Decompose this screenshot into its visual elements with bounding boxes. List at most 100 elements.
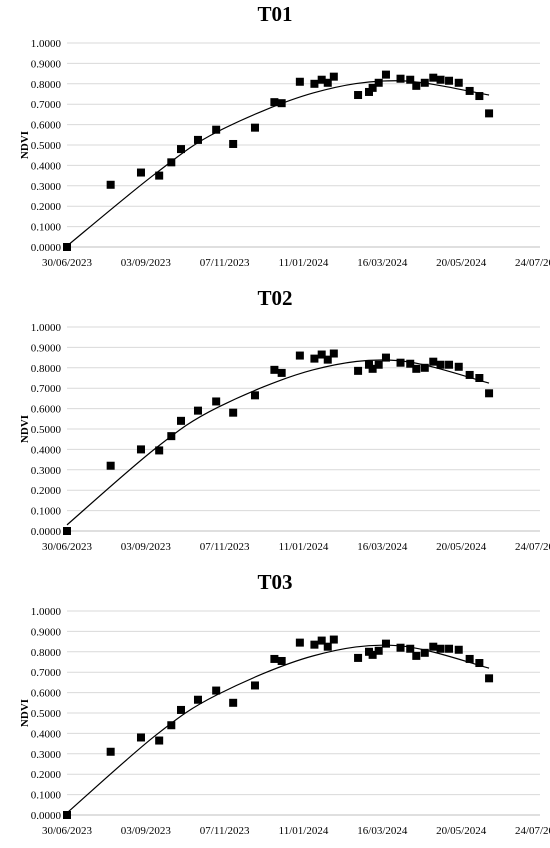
data-point [368,83,377,92]
data-point [106,180,115,189]
y-axis-label: NDVI [19,415,31,443]
chart-panel-t02: T02 0.0000 0.1000 0.2000 0.3000 0.4000 0.5000… [0,284,550,564]
y-tick-label: 1.0000 [31,606,62,618]
trendline [66,359,490,526]
y-tick-label: 0.5000 [31,140,62,152]
data-point [177,416,186,425]
data-point [485,109,494,118]
scatter-chart-t02: 0.0000 0.1000 0.2000 0.3000 0.4000 0.5000 0.60… [19,322,550,553]
data-point [485,674,494,683]
trendline [66,80,490,247]
data-point [475,659,484,668]
x-tick-label: 20/05/2024 [436,825,487,837]
data-point [412,651,421,660]
x-tick-label: 11/01/2024 [279,825,329,837]
data-point [445,360,454,369]
data-point [374,78,383,87]
data-point [412,81,421,90]
data-point [436,644,445,653]
data-point [445,644,454,653]
x-tick-label: 30/06/2023 [42,541,93,553]
data-point [212,686,221,695]
data-point [354,653,363,662]
data-point [429,357,438,366]
data-point [63,527,71,535]
data-point [177,705,186,714]
chart-title: T02 [257,286,293,310]
data-point [420,78,429,87]
y-tick-label: 0.9000 [31,58,62,70]
x-tick-label: 20/05/2024 [436,257,487,269]
y-tick-label: 0.1000 [31,222,62,234]
x-tick-label: 24/07/2024 [515,257,550,269]
y-tick-label: 0.9000 [31,626,62,638]
data-point [167,158,176,167]
data-point [277,656,286,665]
y-tick-label: 0.4000 [31,444,62,456]
data-point [270,98,279,107]
data-point [436,360,445,369]
data-point [429,73,438,82]
data-point [465,86,474,95]
y-tick-label: 0.8000 [31,647,62,659]
data-point [295,77,304,86]
y-tick-label: 0.4000 [31,728,62,740]
y-tick-label: 0.5000 [31,708,62,720]
data-point [412,364,421,373]
data-point [229,408,238,417]
data-point [396,358,405,367]
y-axis-label: NDVI [19,699,31,727]
data-point [475,374,484,382]
scatter-chart-t01: 0.0000 0.1000 0.2000 0.3000 0.4000 0.5000 0.60… [19,38,550,269]
x-tick-label: 11/01/2024 [279,541,329,553]
data-point [193,135,202,144]
scatter-chart-t03: 0.0000 0.1000 0.2000 0.3000 0.4000 0.5000 0.60… [19,606,550,837]
data-point [136,168,145,177]
y-tick-label: 0.2000 [31,769,62,781]
data-point [167,721,176,730]
data-point [420,648,429,657]
data-point [454,78,463,87]
data-point [406,359,415,368]
data-point [310,354,319,363]
data-point [374,360,383,369]
data-point [465,654,474,663]
data-point [155,736,164,745]
trendline [66,644,490,814]
data-point [381,639,390,648]
data-point [368,364,377,373]
data-point [323,642,332,651]
chart-panel-t03: T03 0.0000 0.1000 0.2000 0.3000 0.4000 0.5000… [0,568,550,848]
data-point [475,92,484,101]
y-tick-label: 0.1000 [31,506,62,518]
data-point [429,642,438,651]
data-point [317,636,326,645]
data-point [317,350,326,359]
data-point [229,139,238,148]
data-point [136,445,145,454]
x-tick-label: 16/03/2024 [357,541,408,553]
y-tick-label: 0.8000 [31,79,62,91]
y-tick-label: 0.5000 [31,424,62,436]
data-point [329,635,338,644]
data-point [212,125,221,134]
data-point [368,650,377,659]
data-point [396,643,405,652]
data-point [354,91,363,100]
data-point [323,78,332,87]
data-point [364,87,373,96]
y-tick-label: 0.6000 [31,404,62,416]
y-tick-label: 0.2000 [31,485,62,497]
x-tick-label: 03/09/2023 [121,257,172,269]
y-tick-label: 0.3000 [31,465,62,477]
y-tick-label: 0.0000 [31,810,62,822]
data-point [310,79,319,88]
y-tick-label: 0.9000 [31,342,62,354]
y-tick-label: 0.7000 [31,383,62,395]
data-point [329,349,338,358]
data-point [177,145,186,154]
y-tick-label: 0.3000 [31,749,62,761]
data-point [270,654,279,663]
data-point [406,75,415,84]
x-tick-label: 24/07/2024 [515,541,550,553]
